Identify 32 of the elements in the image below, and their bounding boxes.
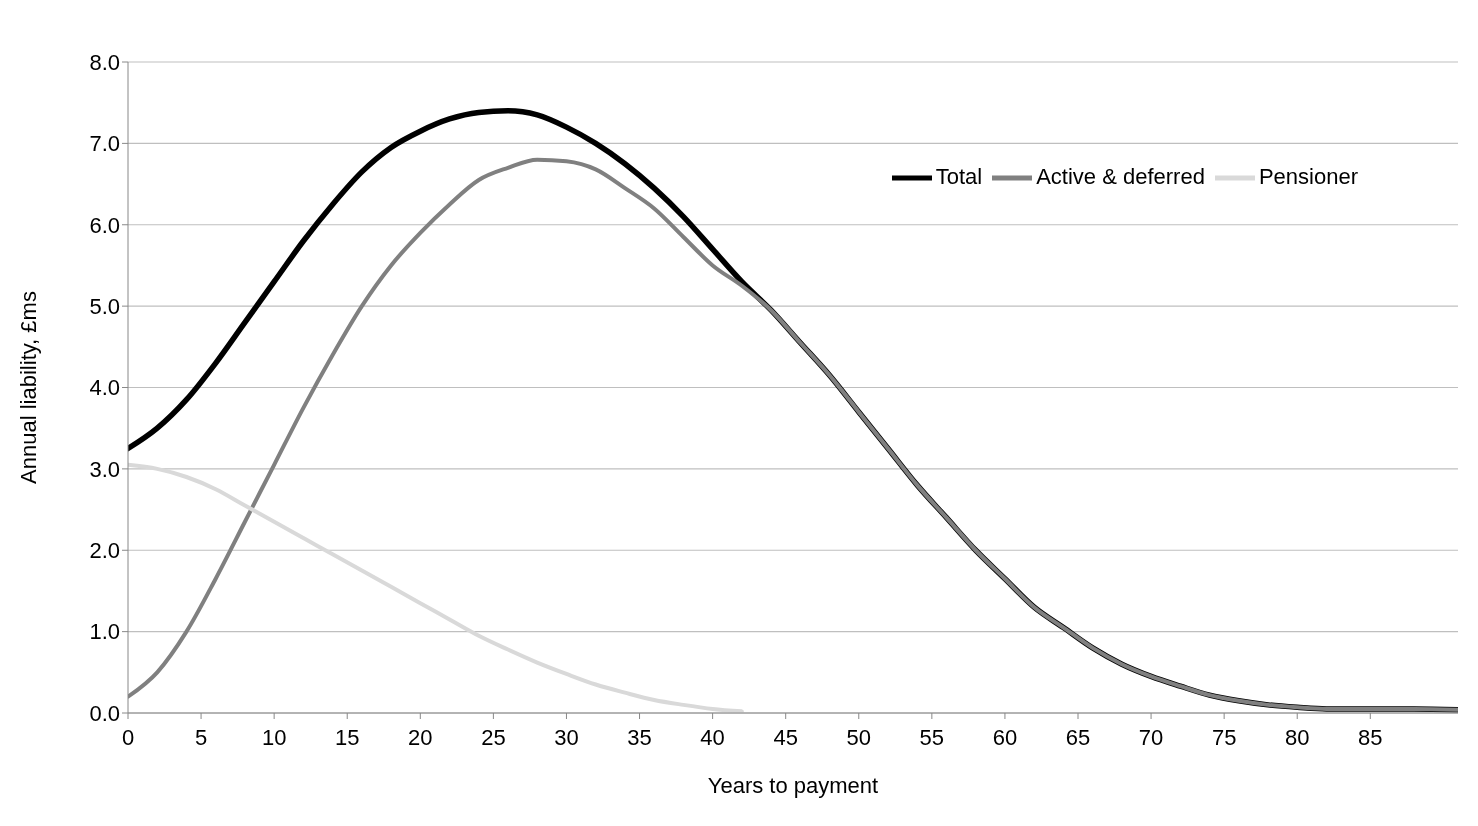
legend-label: Pensioner bbox=[1258, 163, 1358, 189]
y-tick-label: 8.0 bbox=[89, 49, 120, 75]
x-tick-label: 5 bbox=[194, 724, 208, 750]
x-tick-label: 25 bbox=[481, 724, 506, 750]
y-tick-label: 7.0 bbox=[89, 131, 120, 157]
x-tick-label: 50 bbox=[846, 724, 872, 750]
x-tick-label: 20 bbox=[408, 724, 433, 750]
y-tick-label: 1.0 bbox=[89, 619, 120, 645]
x-tick-label: 15 bbox=[334, 724, 360, 750]
legend-label: Total bbox=[935, 163, 983, 189]
x-tick-label: 10 bbox=[261, 724, 287, 750]
legend-label: Active & deferred bbox=[1036, 163, 1205, 189]
x-tick-label: 40 bbox=[700, 724, 725, 750]
x-tick-label: 30 bbox=[554, 724, 579, 750]
y-tick-label: 0.0 bbox=[89, 700, 120, 726]
y-tick-label: 6.0 bbox=[89, 212, 120, 238]
x-tick-label: 85 bbox=[1358, 724, 1383, 750]
y-tick-label: 2.0 bbox=[89, 538, 120, 564]
x-tick-label: 65 bbox=[1065, 724, 1091, 750]
x-tick-label: 45 bbox=[773, 724, 798, 750]
x-tick-label: 0 bbox=[121, 724, 135, 750]
y-tick-label: 5.0 bbox=[89, 293, 120, 319]
y-axis-title: Annual liability, £ms bbox=[15, 291, 41, 484]
y-tick-label: 3.0 bbox=[89, 456, 120, 482]
x-tick-label: 35 bbox=[627, 724, 652, 750]
x-tick-label: 80 bbox=[1284, 724, 1310, 750]
x-tick-label: 55 bbox=[919, 724, 945, 750]
y-tick-label: 4.0 bbox=[89, 375, 120, 401]
x-tick-label: 75 bbox=[1211, 724, 1237, 750]
x-axis-title: Years to payment bbox=[707, 773, 879, 798]
x-tick-label: 60 bbox=[992, 724, 1018, 750]
x-tick-label: 70 bbox=[1138, 724, 1164, 750]
